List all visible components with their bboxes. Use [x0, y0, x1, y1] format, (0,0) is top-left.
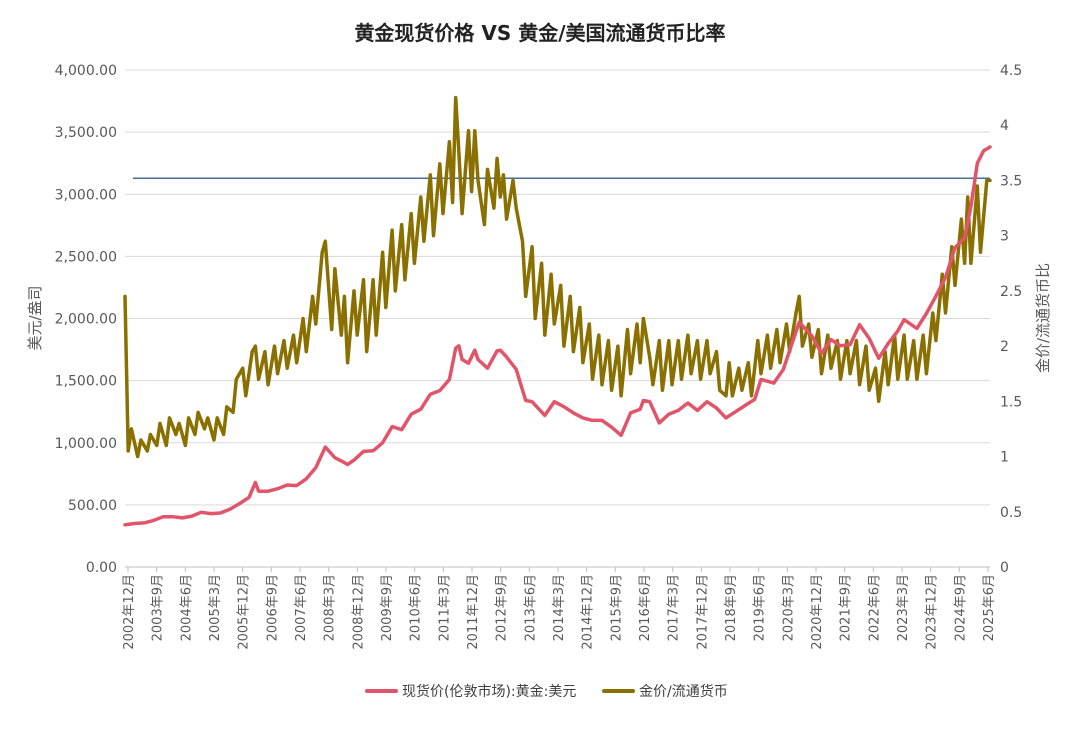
x-tick-label: 2024年9月	[953, 574, 968, 641]
left-y-tick-label: 2,000.00	[55, 312, 117, 328]
x-tick-label: 2008年12月	[351, 574, 366, 650]
x-tick-label: 2005年3月	[208, 574, 223, 641]
left-y-axis-ticks: 0.00 500.00 1,000.00 1,500.00 2,000.00 2,500.…	[55, 63, 117, 576]
left-y-axis-title: 美元/盎司	[26, 285, 44, 350]
left-y-tick-label: 4,000.00	[55, 63, 117, 79]
x-tick-label: 2009年9月	[380, 574, 395, 641]
x-tick-label: 2018年9月	[724, 574, 739, 641]
left-y-tick-label: 2,500.00	[55, 249, 117, 265]
x-tick-label: 2021年9月	[839, 574, 854, 641]
x-tick-label: 2008年3月	[323, 574, 338, 641]
x-tick-label: 2004年6月	[179, 574, 194, 641]
x-tick-label: 2012年9月	[495, 574, 510, 641]
x-tick-label: 2015年9月	[609, 574, 624, 641]
x-tick-label: 2025年6月	[982, 574, 997, 641]
series-layer	[123, 95, 992, 527]
x-tick-label: 2011年12月	[466, 574, 481, 650]
gridlines	[125, 69, 990, 568]
x-tick-label: 2005年12月	[237, 574, 252, 650]
chart-title: 黄金现货价格 VS 黄金/美国流通货币比率	[354, 21, 725, 45]
right-y-tick-label: 3.5	[1000, 173, 1022, 189]
right-y-tick-label: 4	[1000, 118, 1009, 134]
x-tick-label: 2011年3月	[437, 574, 452, 641]
right-y-tick-label: 3	[1000, 229, 1009, 245]
left-y-tick-label: 3,000.00	[55, 187, 117, 203]
legend-label-1: 金价/流通货币	[639, 683, 728, 700]
right-y-tick-label: 4.5	[1000, 63, 1022, 79]
x-tick-label: 2013年6月	[523, 574, 538, 641]
x-tick-label: 2020年3月	[781, 574, 796, 641]
left-y-tick-label: 1,000.00	[55, 436, 117, 452]
x-tick-label: 2017年3月	[667, 574, 682, 641]
x-tick-label: 2023年3月	[896, 574, 911, 641]
left-y-tick-label: 500.00	[68, 498, 117, 514]
x-tick-label: 2017年12月	[695, 574, 710, 650]
x-tick-label: 2016年6月	[638, 574, 653, 641]
right-y-axis-ticks: 0 0.5 1 1.5 2 2.5 3 3.5 4 4.5	[1000, 63, 1022, 576]
right-y-axis-title: 金价/流通货币比	[1034, 263, 1052, 373]
x-tick-label: 2019年6月	[753, 574, 768, 641]
x-tick-label: 2002年12月	[122, 574, 137, 650]
x-tick-label: 2014年12月	[581, 574, 596, 650]
legend-label-0: 现货价(伦敦市场):黄金:美元	[402, 683, 576, 700]
right-y-tick-label: 2	[1000, 339, 1009, 355]
x-tick-label: 2020年12月	[810, 574, 825, 650]
series-line-0	[123, 145, 992, 527]
x-tick-label: 2006年9月	[265, 574, 280, 641]
right-y-tick-label: 0.5	[1000, 505, 1022, 521]
left-y-tick-label: 3,500.00	[55, 125, 117, 141]
series-line-1	[123, 95, 992, 459]
x-tick-label: 2014年3月	[552, 574, 567, 641]
x-tick-label: 2022年6月	[867, 574, 882, 641]
x-tick-label: 2023年12月	[925, 574, 940, 650]
left-y-tick-label: 0.00	[86, 560, 117, 576]
legend: 现货价(伦敦市场):黄金:美元 金价/流通货币	[365, 683, 728, 700]
x-axis-ticks: 2002年12月 2003年9月 2004年6月 2005年3月 2005年12月 200…	[122, 567, 997, 650]
x-tick-label: 2010年6月	[409, 574, 424, 641]
x-tick-label: 2007年6月	[294, 574, 309, 641]
right-y-tick-label: 1	[1000, 450, 1009, 466]
right-y-tick-label: 2.5	[1000, 284, 1022, 300]
right-y-tick-label: 1.5	[1000, 394, 1022, 410]
left-y-tick-label: 1,500.00	[55, 374, 117, 390]
x-tick-label: 2003年9月	[151, 574, 166, 641]
right-y-tick-label: 0	[1000, 560, 1009, 576]
